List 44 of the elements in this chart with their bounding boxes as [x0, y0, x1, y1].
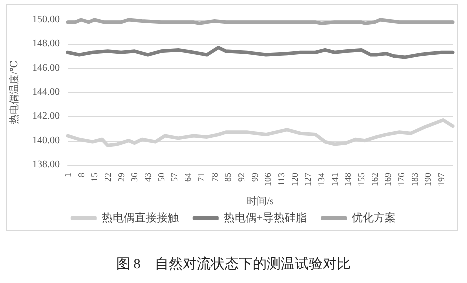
- line-series: [66, 118, 455, 148]
- x-tick-label: 92: [236, 173, 246, 182]
- x-tick-label: 50: [156, 172, 166, 182]
- x-tick-label: 113: [276, 172, 286, 186]
- line-series: [66, 46, 455, 60]
- x-tick-label: 162: [370, 173, 380, 186]
- x-tick-label: 57: [170, 172, 180, 182]
- y-tick-label: 140.00: [32, 135, 60, 146]
- x-tick-label: 127: [303, 172, 314, 186]
- y-tick-label: 142.00: [32, 111, 60, 122]
- y-axis-title: 热电偶温度/℃: [8, 60, 20, 124]
- legend-label: 优化方案: [352, 212, 396, 224]
- x-tick-label: 120: [290, 172, 300, 186]
- x-tick-label: 176: [396, 172, 407, 186]
- y-tick-label: 138.00: [32, 160, 60, 170]
- x-tick-label: 141: [330, 173, 340, 186]
- x-tick-label: 1: [63, 173, 73, 178]
- legend-label: 热电偶直接接触: [102, 212, 179, 224]
- x-tick-label: 169: [383, 172, 394, 186]
- legend-label: 热电偶+导热硅脂: [224, 212, 308, 224]
- x-tick-label: 183: [410, 172, 420, 186]
- x-tick-label: 71: [196, 173, 206, 182]
- x-tick-label: 22: [103, 173, 114, 182]
- x-tick-label: 85: [223, 172, 234, 182]
- x-tick-label: 36: [130, 172, 140, 182]
- y-tick-label: 146.00: [32, 62, 60, 74]
- text: 图 8 自然对流状态下的测温试验对比: [116, 256, 351, 272]
- x-tick-label: 15: [90, 172, 100, 182]
- y-tick-label: 144.00: [32, 87, 60, 98]
- x-tick-label: 29: [116, 172, 126, 182]
- x-axis-title: 时间/s: [247, 196, 274, 208]
- x-tick-label: 64: [183, 172, 194, 182]
- x-tick-label: 197: [436, 172, 447, 186]
- x-tick-label: 78: [210, 172, 220, 182]
- x-tick-label: 148: [343, 172, 354, 186]
- x-tick-label: 155: [356, 172, 367, 186]
- x-tick-label: 106: [263, 172, 274, 186]
- y-tick-label: 148.00: [32, 38, 60, 50]
- x-tick-label: 99: [250, 172, 260, 182]
- x-tick-label: 43: [143, 172, 154, 182]
- x-tick-label: 134: [316, 172, 326, 186]
- x-tick-label: 8: [76, 172, 86, 178]
- x-tick-label: 190: [423, 172, 434, 186]
- y-tick-label: 150.00: [32, 14, 60, 26]
